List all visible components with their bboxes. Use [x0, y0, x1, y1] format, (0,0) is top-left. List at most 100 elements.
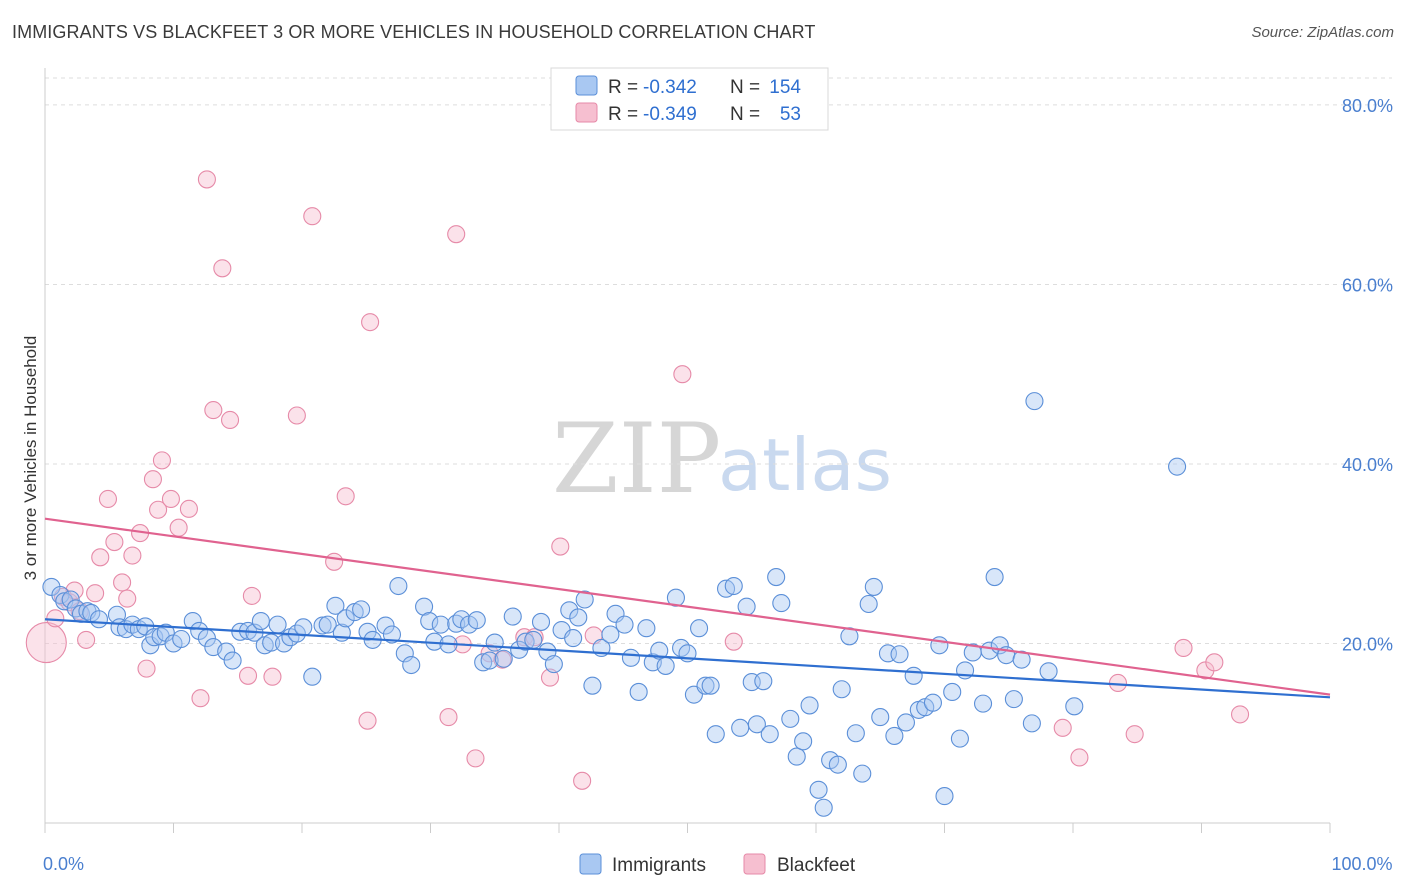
blackfeet-point-50 — [1053, 718, 1072, 737]
immigrants-point-40 — [318, 615, 337, 634]
immigrants-point-111 — [809, 780, 828, 799]
immigrants-point-2 — [55, 592, 74, 611]
immigrants-point-112 — [814, 798, 833, 817]
blackfeet-point-28 — [242, 586, 261, 605]
grid-lines — [45, 77, 1392, 644]
immigrants-point-96 — [706, 725, 725, 744]
blackfeet-point-13 — [123, 546, 142, 565]
immigrants-point-144 — [1039, 662, 1058, 681]
immigrants-point-64 — [485, 633, 504, 652]
blackfeet-point-17 — [149, 500, 168, 519]
immigrants-point-83 — [621, 648, 641, 667]
immigrants-point-51 — [395, 644, 414, 663]
blackfeet-point-23 — [197, 170, 216, 189]
immigrants-point-48 — [376, 616, 395, 635]
legend-n-value-immigrants: 154 — [769, 77, 801, 98]
blackfeet-point-44 — [540, 668, 560, 687]
immigrants-point-120 — [864, 577, 883, 596]
immigrants-point-117 — [846, 724, 865, 743]
blackfeet-point-24 — [204, 401, 223, 420]
immigrants-point-132 — [943, 682, 962, 702]
y-tick-label-3: 80.0% — [1342, 96, 1393, 116]
immigrants-point-21 — [183, 611, 202, 631]
blackfeet-point-21 — [179, 499, 198, 518]
immigrants-point-52 — [402, 655, 421, 675]
legend-r-label-blackfeet: R = — [608, 104, 638, 125]
blackfeet-point-22 — [191, 689, 210, 708]
immigrants-point-129 — [923, 693, 942, 712]
legend-swatch-immigrants — [575, 75, 598, 96]
immigrants-point-25 — [217, 642, 236, 661]
immigrants-point-65 — [494, 649, 513, 668]
blackfeet-point-57 — [1231, 705, 1250, 724]
immigrants-point-76 — [569, 608, 588, 627]
blackfeet-point-18 — [152, 451, 171, 470]
immigrants-point-141 — [1004, 690, 1023, 709]
immigrants-point-124 — [890, 645, 909, 664]
blackfeet-point-26 — [220, 410, 240, 430]
blackfeet-point-51 — [1070, 748, 1089, 767]
blackfeet-point-54 — [1174, 638, 1193, 658]
blackfeet-point-53 — [1125, 725, 1144, 744]
immigrants-point-54 — [420, 611, 439, 631]
blackfeet-point-56 — [1205, 653, 1224, 672]
blackfeet-point-35 — [358, 711, 377, 730]
immigrants-point-85 — [637, 619, 656, 638]
blackfeet-point-37 — [447, 225, 466, 244]
immigrants-point-142 — [1012, 650, 1031, 669]
blackfeet-point-16 — [143, 470, 162, 489]
immigrants-point-115 — [832, 680, 851, 699]
blackfeet-point-25 — [213, 259, 232, 278]
legend-r-value-blackfeet: -0.349 — [643, 104, 697, 125]
immigrants-point-72 — [544, 655, 563, 674]
immigrants-point-123 — [885, 726, 904, 745]
immigrants-point-125 — [896, 713, 916, 732]
correlation-legend: R = -0.342 N = 154 R = -0.349 N = 53 — [550, 67, 829, 131]
bottom-legend-swatch-blackfeet — [743, 853, 766, 875]
blackfeet-point-29 — [263, 667, 282, 686]
immigrants-point-94 — [696, 676, 715, 695]
immigrants-point-121 — [871, 708, 890, 727]
blackfeet-point-49 — [724, 632, 743, 651]
blackfeet-point-39 — [466, 749, 485, 768]
immigrants-point-136 — [973, 694, 993, 713]
immigrants-point-68 — [516, 632, 535, 651]
blackfeet-point-11 — [113, 573, 132, 592]
immigrants-point-126 — [904, 666, 923, 685]
immigrants-point-102 — [747, 715, 766, 734]
immigrants-point-82 — [615, 615, 634, 634]
y-tick-label-0: 20.0% — [1342, 634, 1393, 654]
immigrants-point-33 — [268, 615, 287, 634]
immigrants-point-70 — [531, 612, 551, 631]
immigrants-point-69 — [524, 630, 543, 649]
y-axis-label: 3 or more Vehicles in Household — [21, 336, 40, 581]
immigrants-point-45 — [352, 600, 371, 619]
legend-n-label-blackfeet: N = — [730, 104, 760, 125]
immigrants-point-109 — [794, 732, 813, 751]
y-tick-label-1: 40.0% — [1342, 455, 1393, 475]
blackfeet-point-10 — [105, 533, 124, 552]
immigrants-point-88 — [656, 656, 675, 675]
blackfeet-point-6 — [77, 630, 96, 649]
x-tick-label-1: 100.0% — [1331, 854, 1392, 874]
legend-r-value-immigrants: -0.342 — [643, 77, 697, 98]
x-tick-label-0: 0.0% — [43, 854, 84, 874]
immigrants-point-93 — [690, 619, 709, 638]
immigrants-point-143 — [1022, 714, 1041, 733]
blackfeet-point-45 — [551, 537, 570, 556]
y-tick-label-2: 60.0% — [1342, 275, 1393, 295]
watermark-atlas: atlas — [718, 423, 892, 507]
immigrants-point-119 — [859, 594, 878, 614]
blackfeet-point-7 — [86, 584, 105, 603]
blackfeet-point-0 — [25, 622, 67, 664]
chart-title: IMMIGRANTS VS BLACKFEET 3 OR MORE VEHICL… — [12, 22, 816, 42]
blackfeet-point-31 — [303, 207, 322, 226]
blackfeet-trend-line — [44, 517, 1331, 696]
blackfeet-point-33 — [336, 487, 355, 506]
immigrants-point-8 — [89, 610, 109, 629]
immigrants-point-63 — [480, 651, 499, 670]
immigrants-point-56 — [431, 615, 450, 634]
immigrants-point-80 — [601, 625, 620, 644]
blackfeet-point-41 — [493, 650, 512, 669]
